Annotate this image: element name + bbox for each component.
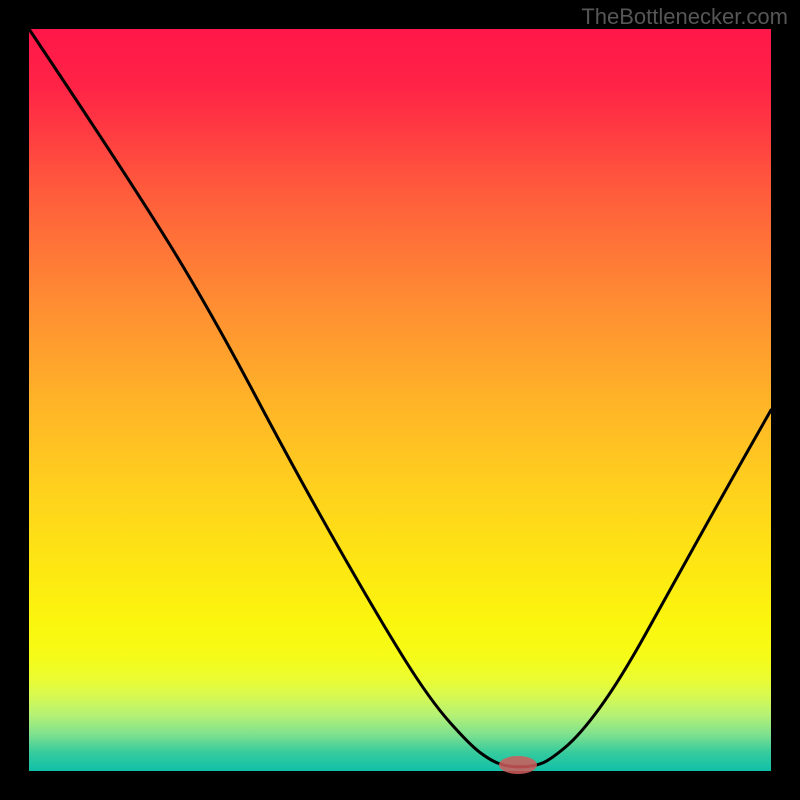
watermark-text: TheBottlenecker.com: [581, 4, 788, 30]
chart-svg: [0, 0, 800, 800]
chart-container: { "watermark": { "text": "TheBottlenecke…: [0, 0, 800, 800]
plot-background: [29, 29, 771, 771]
minimum-marker: [499, 756, 537, 774]
